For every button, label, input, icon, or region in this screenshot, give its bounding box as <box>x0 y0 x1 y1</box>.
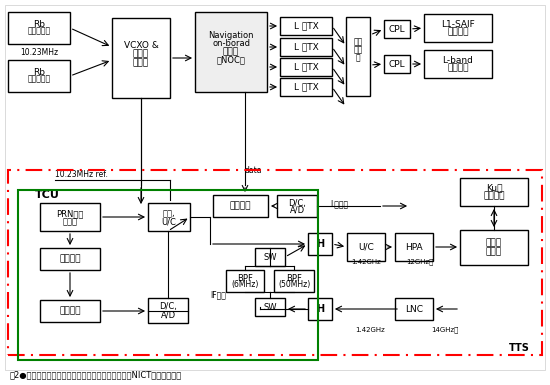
Bar <box>226 270 264 292</box>
Text: シンセ: シンセ <box>133 50 149 59</box>
Text: Navigation: Navigation <box>208 30 254 40</box>
Bar <box>280 58 332 76</box>
Text: 周波数標準: 周波数標準 <box>28 75 51 84</box>
Bar <box>280 17 332 35</box>
Bar <box>148 203 190 231</box>
Text: BPF: BPF <box>237 273 253 283</box>
Bar <box>460 178 528 206</box>
Text: 14GHz帯: 14GHz帯 <box>431 327 459 333</box>
Text: L帯校正: L帯校正 <box>330 199 348 209</box>
Text: on-borad: on-borad <box>212 38 250 47</box>
Text: TCU: TCU <box>35 190 60 200</box>
Text: Rb: Rb <box>33 20 45 28</box>
Text: CPL: CPL <box>389 25 405 33</box>
Text: IF校正: IF校正 <box>210 291 226 300</box>
Text: ナ: ナ <box>356 54 360 62</box>
Text: 発生器: 発生器 <box>63 218 78 226</box>
Text: 1.42GHz: 1.42GHz <box>351 259 381 265</box>
Text: A/D: A/D <box>161 310 175 320</box>
Bar <box>148 298 188 323</box>
Text: Ku帯: Ku帯 <box>486 184 502 192</box>
Text: data: data <box>245 166 262 174</box>
Text: 10.23MHz ref.: 10.23MHz ref. <box>55 169 108 179</box>
Text: サイザ: サイザ <box>133 59 149 67</box>
Text: 変調,: 変調, <box>163 209 175 219</box>
Text: CPL: CPL <box>389 60 405 69</box>
Text: VCXO &: VCXO & <box>124 40 158 50</box>
Bar <box>277 195 317 217</box>
Bar <box>346 17 370 96</box>
Text: HPA: HPA <box>405 243 423 251</box>
Text: H: H <box>316 304 324 314</box>
Text: （NOC）: （NOC） <box>217 55 245 65</box>
Text: U/C: U/C <box>358 243 374 251</box>
Bar <box>347 233 385 261</box>
Text: 10.23MHz: 10.23MHz <box>20 47 58 57</box>
Text: L-band: L-band <box>443 55 474 65</box>
Text: PRN信号: PRN信号 <box>56 209 84 219</box>
Text: 1.42GHz: 1.42GHz <box>355 327 385 333</box>
Text: D/C,: D/C, <box>159 303 177 311</box>
Text: BPF: BPF <box>286 273 302 283</box>
Text: (6MHz): (6MHz) <box>232 281 258 290</box>
Text: L 帯TX: L 帯TX <box>294 42 318 52</box>
Text: D/C,: D/C, <box>288 199 306 208</box>
Text: アンテナ: アンテナ <box>447 27 469 37</box>
Text: U/C: U/C <box>162 218 177 226</box>
Bar <box>255 298 285 316</box>
Text: Rb: Rb <box>33 67 45 77</box>
Text: アンテナ: アンテナ <box>483 191 505 201</box>
Bar <box>280 78 332 96</box>
Bar <box>384 55 410 73</box>
Text: TTS: TTS <box>509 343 530 353</box>
Bar <box>8 60 70 92</box>
Text: 計算機: 計算機 <box>223 47 239 57</box>
Bar <box>395 233 433 261</box>
Bar <box>384 20 410 38</box>
Bar <box>8 170 542 355</box>
Text: (50MHz): (50MHz) <box>278 281 310 290</box>
Text: A/D: A/D <box>289 206 305 214</box>
Text: コン: コン <box>354 37 362 47</box>
Bar <box>8 12 70 44</box>
Bar <box>460 230 528 265</box>
Text: L1-SAIF: L1-SAIF <box>441 20 475 28</box>
Bar <box>195 12 267 92</box>
Bar <box>308 233 332 255</box>
Bar <box>213 195 268 217</box>
Text: L 帯TX: L 帯TX <box>294 82 318 92</box>
Bar <box>255 248 285 266</box>
Text: アンテナ: アンテナ <box>447 64 469 72</box>
Bar <box>40 203 100 231</box>
Text: L 帯TX: L 帯TX <box>294 22 318 30</box>
Text: LNC: LNC <box>405 305 423 313</box>
Text: 図2●測位ミッションの搭載機器（赤の一点鎖線内がNICTの開発部分）: 図2●測位ミッションの搭載機器（赤の一点鎖線内がNICTの開発部分） <box>10 370 182 380</box>
Bar <box>280 38 332 56</box>
Text: ダイブ: ダイブ <box>486 238 502 248</box>
Text: L 帯TX: L 帯TX <box>294 62 318 72</box>
Text: バイ: バイ <box>354 45 362 55</box>
Bar <box>274 270 314 292</box>
Bar <box>308 298 332 320</box>
Text: SW: SW <box>263 253 277 261</box>
Text: SW: SW <box>263 303 277 311</box>
Text: 相関器３: 相関器３ <box>229 201 251 211</box>
Bar <box>112 18 170 98</box>
Bar <box>424 14 492 42</box>
Bar <box>395 298 433 320</box>
Text: 周波数標準: 周波数標準 <box>28 27 51 35</box>
Bar <box>40 300 100 322</box>
Bar <box>40 248 100 270</box>
Text: レクサ: レクサ <box>486 248 502 256</box>
Text: H: H <box>316 239 324 249</box>
Bar <box>424 50 492 78</box>
Text: 相関器１: 相関器１ <box>59 254 81 263</box>
Text: 相関器２: 相関器２ <box>59 306 81 315</box>
Text: 12GHz帯: 12GHz帯 <box>406 259 434 265</box>
Bar <box>18 190 318 360</box>
